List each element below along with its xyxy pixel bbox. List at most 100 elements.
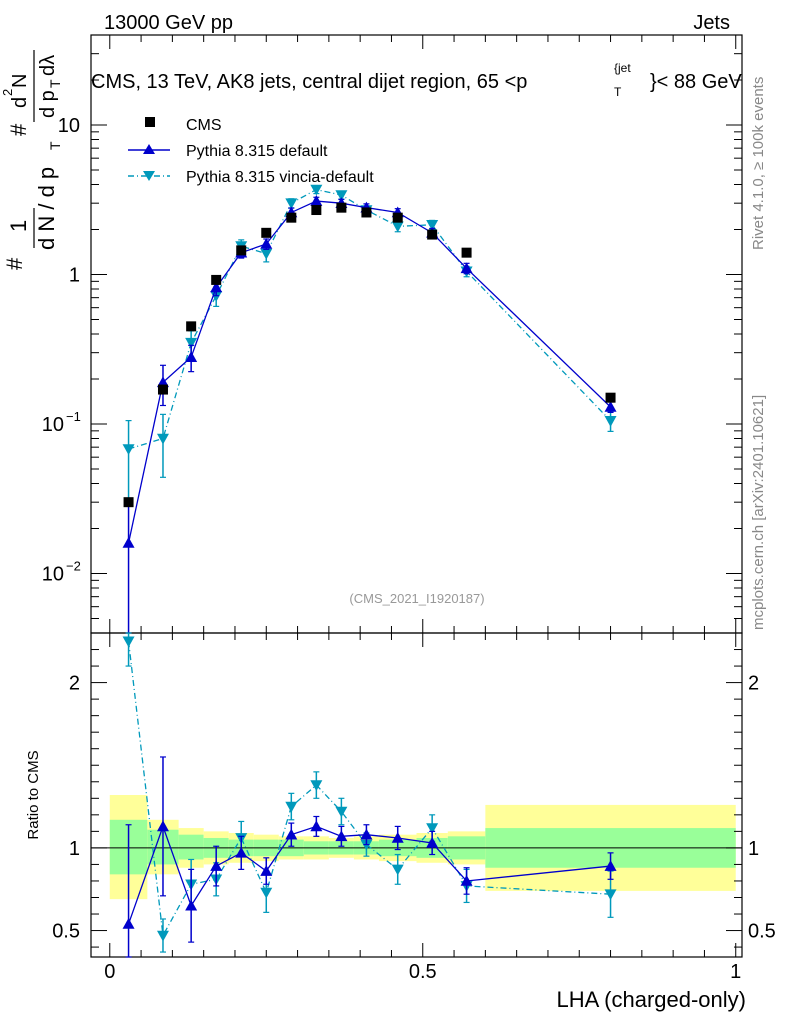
main-y-tick-exp: −1 bbox=[66, 409, 81, 424]
vincia-main-marker bbox=[210, 291, 223, 302]
default-main-marker bbox=[460, 262, 473, 274]
svg-text:#: # bbox=[2, 257, 27, 270]
svg-text:d p: d p bbox=[37, 90, 59, 118]
cms-point bbox=[236, 245, 247, 256]
plot-title: CMS, 13 TeV, AK8 jets, central dijet reg… bbox=[91, 61, 742, 99]
main-y-tick-label: 10 −1 bbox=[42, 409, 81, 436]
default-ratio-marker bbox=[460, 874, 473, 886]
default-main-marker bbox=[185, 351, 198, 362]
ratio-x-ticks: 0 0.5 1 bbox=[104, 633, 741, 983]
vincia-main-marker bbox=[260, 248, 273, 260]
ratio-y-tick-label-right: 1 bbox=[748, 838, 759, 860]
main-y-tick-base: 1 bbox=[69, 265, 80, 287]
main-x-ticks bbox=[109, 35, 737, 633]
default-ratio-marker bbox=[122, 917, 135, 929]
legend-label-default: Pythia 8.315 default bbox=[186, 143, 328, 160]
vincia-main-marker bbox=[285, 198, 298, 210]
legend-label-cms: CMS bbox=[186, 117, 222, 134]
x-tick-label: 0.5 bbox=[409, 961, 437, 983]
ratio-y-tick-label-right: 0.5 bbox=[748, 921, 776, 943]
ratio-band-inner bbox=[178, 834, 204, 860]
cms-point bbox=[286, 212, 297, 223]
vincia-ratio-marker bbox=[260, 887, 273, 899]
ratio-marks bbox=[122, 632, 617, 958]
vincia-main-marker bbox=[335, 190, 348, 202]
vincia-main-marker bbox=[310, 184, 323, 196]
main-y-axis-label: # 1 d N / d p T # d 2 N d p T dλ bbox=[0, 50, 63, 270]
x-tick-label: 0 bbox=[104, 961, 115, 983]
title-close: }< 88 GeV bbox=[650, 71, 742, 93]
default-ratio-marker bbox=[335, 830, 348, 842]
default-main-marker bbox=[122, 536, 135, 548]
default-main-line bbox=[127, 200, 611, 544]
legend-label-vincia: Pythia 8.315 vincia-default bbox=[186, 169, 374, 186]
ratio-y-tick-label-left: 1 bbox=[69, 838, 80, 860]
cms-point bbox=[605, 392, 616, 403]
vincia-main-marker bbox=[156, 433, 169, 445]
title-sup: {jet bbox=[614, 61, 631, 75]
ratio-y-tick-label-left: 2 bbox=[69, 673, 80, 695]
cms-point bbox=[461, 247, 472, 258]
legend-marker-default bbox=[143, 144, 155, 154]
cms-point bbox=[336, 202, 347, 213]
svg-text:T: T bbox=[47, 141, 63, 150]
default-ratio-marker bbox=[210, 860, 223, 871]
title-sub: T bbox=[614, 85, 622, 99]
analysis-id: (CMS_2021_I1920187) bbox=[349, 591, 484, 606]
vincia-ratio-marker bbox=[426, 823, 439, 835]
ratio-panel: 0.5 0.5 1 1 2 2 0 0.5 1 bbox=[52, 632, 776, 983]
cms-point bbox=[361, 207, 372, 218]
default-ratio-marker bbox=[260, 865, 273, 876]
svg-text:1: 1 bbox=[6, 220, 31, 232]
vincia-ratio-marker bbox=[122, 636, 135, 648]
vincia-main-marker bbox=[185, 337, 198, 349]
main-y-tick-label: 10 −2 bbox=[42, 559, 81, 586]
vincia-ratio-marker bbox=[310, 780, 323, 792]
vincia-ratio-marker bbox=[335, 806, 348, 818]
main-y-tick-exp: −2 bbox=[66, 559, 81, 574]
vincia-ratio-marker bbox=[156, 930, 169, 942]
ratio-y-ticks: 0.5 0.5 1 1 2 2 bbox=[52, 649, 776, 948]
ratio-y-tick-label-right: 2 bbox=[748, 673, 759, 695]
legend: CMS Pythia 8.315 default Pythia 8.315 vi… bbox=[128, 117, 374, 186]
vincia-main-marker bbox=[426, 220, 439, 231]
vincia-ratio-marker bbox=[391, 864, 404, 876]
main-y-tick-base: 10 bbox=[58, 115, 80, 137]
cms-point bbox=[311, 205, 322, 216]
cms-point bbox=[392, 212, 403, 223]
default-ratio-marker bbox=[310, 820, 323, 832]
default-ratio-line bbox=[127, 824, 611, 925]
main-y-tick-base: 10 bbox=[42, 564, 64, 586]
default-main-marker bbox=[210, 281, 223, 293]
cms-point bbox=[427, 229, 438, 240]
default-main-marker bbox=[604, 400, 617, 412]
default-ratio-marker bbox=[391, 831, 404, 843]
default-main-marker bbox=[156, 376, 169, 388]
svg-text:2: 2 bbox=[0, 89, 15, 96]
default-main-marker bbox=[310, 195, 323, 206]
cms-point bbox=[157, 384, 168, 395]
svg-text:d N / d p: d N / d p bbox=[34, 167, 59, 250]
default-ratio-marker bbox=[156, 820, 169, 832]
cms-point bbox=[186, 321, 197, 332]
default-ratio-marker bbox=[235, 846, 248, 858]
svg-text:T: T bbox=[47, 79, 63, 88]
svg-text:dλ: dλ bbox=[37, 55, 59, 76]
default-ratio-marker bbox=[604, 860, 617, 871]
x-axis-label: LHA (charged-only) bbox=[556, 987, 746, 1012]
svg-text:N: N bbox=[9, 74, 31, 88]
cms-point bbox=[261, 227, 272, 238]
ratio-y-axis-label: Ratio to CMS bbox=[25, 750, 42, 839]
default-ratio-marker bbox=[285, 828, 298, 840]
cms-point bbox=[211, 274, 222, 285]
default-ratio-marker bbox=[426, 836, 439, 848]
default-ratio-marker bbox=[360, 828, 373, 840]
svg-text:d: d bbox=[9, 97, 31, 108]
mcplots-label: mcplots.cern.ch [arXiv:2401.10621] bbox=[750, 395, 767, 630]
ratio-frame bbox=[90, 632, 743, 958]
ratio-y-tick-label-left: 0.5 bbox=[52, 921, 80, 943]
header-category: Jets bbox=[693, 12, 730, 34]
